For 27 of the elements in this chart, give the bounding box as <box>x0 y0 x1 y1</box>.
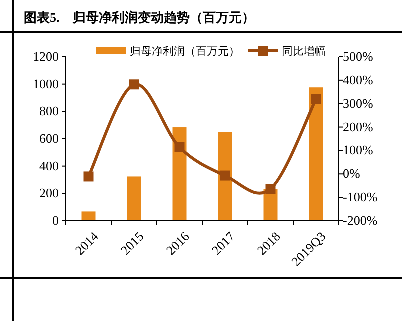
legend-label: 归母净利润（百万元） <box>130 45 240 58</box>
y2-tick-label: 0% <box>343 166 360 182</box>
point <box>311 94 322 104</box>
y2-tick-label: 400% <box>343 72 374 88</box>
y-tick-label: 800 <box>40 104 59 119</box>
y2-tick-label: -100% <box>343 190 378 205</box>
y-tick-label: 0 <box>52 213 59 228</box>
point <box>220 170 230 181</box>
point <box>129 80 140 90</box>
y-tick-label: 200 <box>40 186 59 201</box>
y-tick-label: 400 <box>40 158 59 174</box>
y2-tick-label: 300% <box>343 96 374 111</box>
bar <box>309 88 324 221</box>
y2-tick-label: 500% <box>343 49 374 64</box>
bar <box>127 176 142 221</box>
point <box>266 184 276 194</box>
bar <box>82 212 96 221</box>
legend-label: 同比增幅 <box>282 45 326 58</box>
y2-tick-label: 100% <box>343 142 374 158</box>
point <box>174 142 185 152</box>
y-tick-label: 1200 <box>33 49 59 64</box>
chart-title: 图表5. 归母净利润变动趋势（百万元） <box>24 10 255 25</box>
y-tick-label: 1000 <box>33 76 59 92</box>
point <box>84 172 94 182</box>
y2-tick-label: -200% <box>343 213 378 228</box>
y-tick-label: 600 <box>40 131 59 146</box>
y2-tick-label: 200% <box>343 119 374 134</box>
